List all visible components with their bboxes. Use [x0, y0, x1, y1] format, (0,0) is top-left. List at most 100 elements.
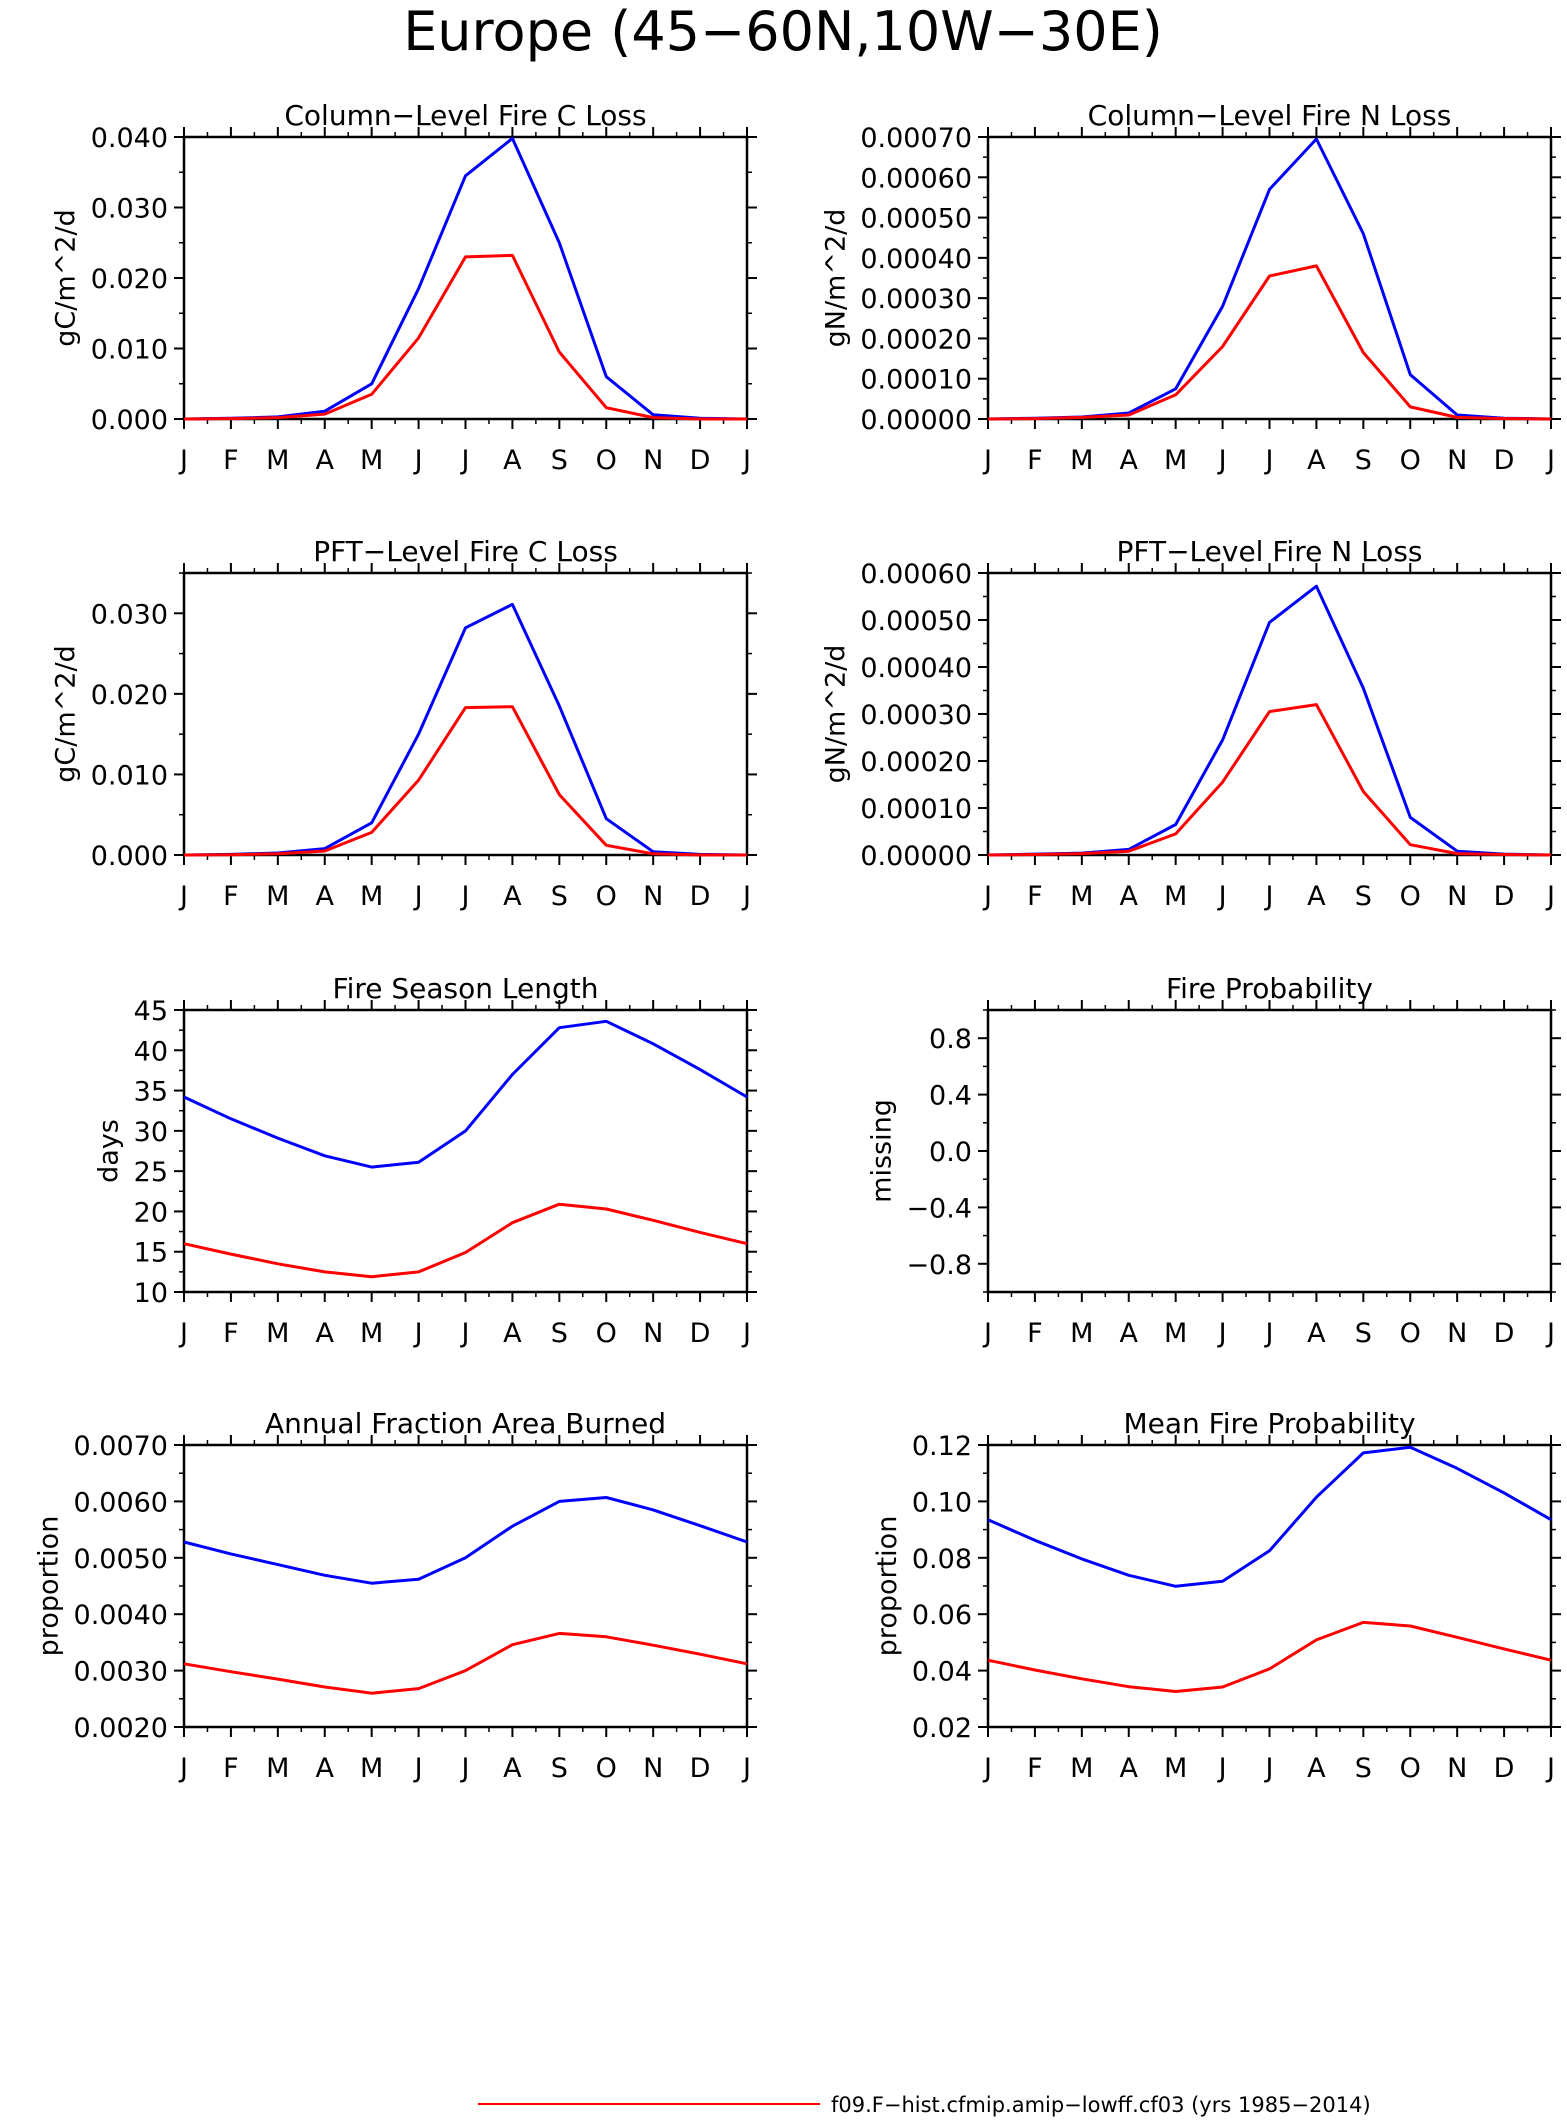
y-tick-label: 0.00030 — [860, 700, 972, 731]
series-line-1 — [987, 264, 1552, 421]
x-tick-label: J — [741, 1318, 751, 1349]
x-tick-label: A — [1307, 1753, 1326, 1784]
x-tick-label: N — [643, 1318, 663, 1349]
legend-label: f09.F−hist.cfmip.amip−lowff.cf03 (yrs 19… — [831, 2093, 1371, 2117]
y-tick-label: 0.08 — [912, 1544, 972, 1575]
x-tick-label: M — [1070, 1753, 1093, 1784]
x-tick-label: D — [1494, 881, 1515, 912]
y-axis-label: gN/m^2/d — [820, 209, 851, 348]
y-axis-label: proportion — [34, 1516, 65, 1657]
x-tick-label: J — [413, 1318, 423, 1349]
y-tick-label: 0.0060 — [74, 1487, 168, 1518]
y-tick-label: 0.030 — [91, 599, 168, 630]
y-axis-label: missing — [866, 1099, 897, 1203]
x-tick-label: S — [1355, 1318, 1372, 1349]
x-tick-label: A — [316, 445, 335, 476]
x-tick-label: S — [551, 881, 568, 912]
x-tick-label: A — [1307, 881, 1326, 912]
x-tick-label: J — [460, 881, 470, 912]
y-tick-label: 25 — [134, 1157, 168, 1188]
x-tick-label: A — [1307, 1318, 1326, 1349]
x-tick-label: A — [316, 1318, 335, 1349]
x-tick-label: J — [1264, 445, 1274, 476]
series-line-1 — [183, 1631, 748, 1695]
y-tick-label: 0.0 — [929, 1137, 972, 1168]
y-tick-label: 0.020 — [91, 264, 168, 295]
x-tick-label: J — [1545, 1318, 1555, 1349]
y-tick-label: 0.02 — [912, 1713, 972, 1744]
x-tick-label: A — [316, 881, 335, 912]
y-tick-label: −0.4 — [906, 1193, 972, 1224]
y-tick-label: 0.0040 — [74, 1600, 168, 1631]
x-tick-label: J — [178, 1753, 188, 1784]
y-tick-label: −0.8 — [906, 1250, 972, 1281]
x-tick-label: F — [1027, 445, 1043, 476]
x-tick-label: A — [316, 1753, 335, 1784]
x-tick-label: M — [1164, 1753, 1187, 1784]
series-line-1 — [987, 703, 1552, 857]
x-tick-label: N — [1447, 1753, 1467, 1784]
x-tick-label: D — [690, 1753, 711, 1784]
y-tick-label: 45 — [134, 996, 168, 1027]
y-tick-label: 0.010 — [91, 760, 168, 791]
x-tick-label: N — [1447, 881, 1467, 912]
x-tick-label: D — [690, 445, 711, 476]
x-tick-label: M — [266, 1318, 289, 1349]
x-tick-label: F — [223, 445, 239, 476]
x-tick-label: J — [1264, 1318, 1274, 1349]
x-tick-label: F — [223, 1318, 239, 1349]
y-tick-label: 0.000 — [91, 405, 168, 436]
y-tick-label: 0.0030 — [74, 1657, 168, 1688]
y-tick-label: 0.00010 — [860, 794, 972, 825]
x-tick-label: J — [413, 1753, 423, 1784]
y-tick-label: 0.00050 — [860, 204, 972, 235]
x-tick-label: N — [643, 445, 663, 476]
x-tick-label: J — [1217, 881, 1227, 912]
x-tick-label: A — [503, 1318, 522, 1349]
plot-frame — [986, 1443, 1553, 1729]
x-tick-label: J — [178, 1318, 188, 1349]
panel-title: Column−Level Fire C Loss — [284, 99, 646, 132]
x-tick-label: M — [266, 881, 289, 912]
x-tick-label: M — [360, 1318, 383, 1349]
x-tick-label: O — [1400, 1318, 1421, 1349]
x-tick-label: F — [223, 881, 239, 912]
x-tick-label: S — [1355, 1753, 1372, 1784]
x-tick-label: J — [1217, 445, 1227, 476]
x-tick-label: S — [551, 1753, 568, 1784]
series-line-0 — [987, 137, 1552, 421]
x-tick-label: A — [503, 445, 522, 476]
y-tick-label: 0.06 — [912, 1600, 972, 1631]
y-tick-label: 10 — [134, 1278, 168, 1309]
x-tick-label: O — [596, 1753, 617, 1784]
x-tick-label: J — [982, 445, 992, 476]
x-tick-label: A — [503, 1753, 522, 1784]
x-tick-label: O — [1400, 881, 1421, 912]
x-tick-label: M — [1164, 445, 1187, 476]
x-tick-label: A — [1307, 445, 1326, 476]
y-tick-label: 0.0070 — [74, 1431, 168, 1462]
y-tick-label: 35 — [134, 1077, 168, 1108]
y-tick-label: 0.04 — [912, 1657, 972, 1688]
x-tick-label: F — [1027, 881, 1043, 912]
y-tick-label: 0.00000 — [860, 405, 972, 436]
y-tick-label: 0.12 — [912, 1431, 972, 1462]
series-line-1 — [183, 705, 747, 857]
x-tick-label: A — [1120, 881, 1139, 912]
x-tick-label: J — [460, 445, 470, 476]
series-line-0 — [987, 1445, 1552, 1588]
x-tick-label: O — [1400, 445, 1421, 476]
y-tick-label: 0.030 — [91, 194, 168, 225]
x-tick-label: M — [1164, 881, 1187, 912]
y-axis-label: gC/m^2/d — [51, 209, 82, 346]
x-tick-label: N — [1447, 445, 1467, 476]
y-tick-label: 0.0050 — [74, 1544, 168, 1575]
y-tick-label: 0.00040 — [860, 244, 972, 275]
